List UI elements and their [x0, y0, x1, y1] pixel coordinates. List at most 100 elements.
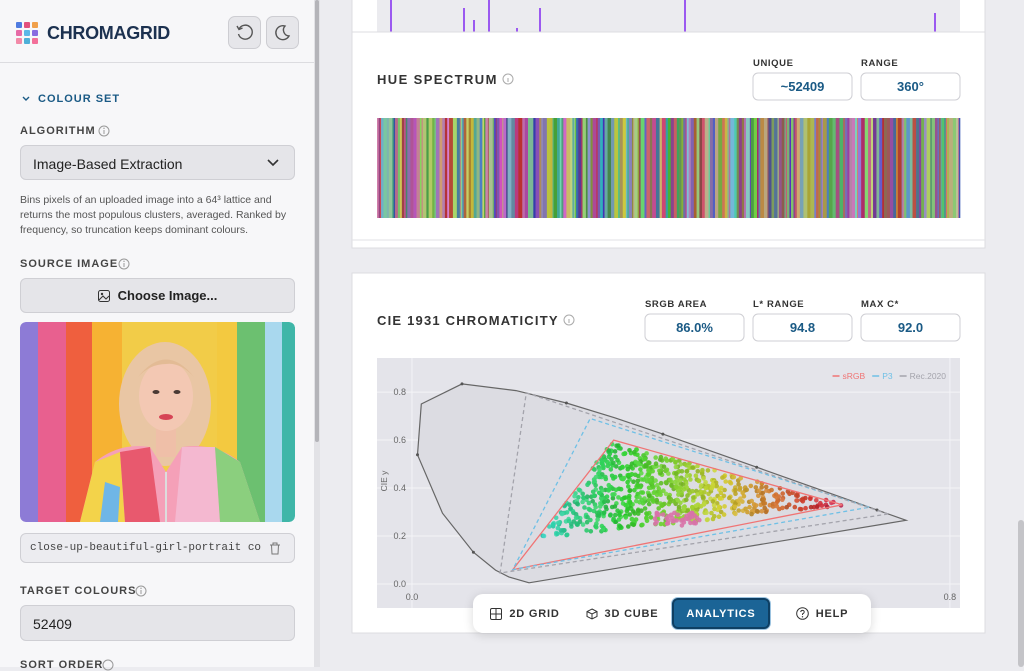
- spectrum-stripe: [576, 118, 579, 218]
- spectrum-stripe: [889, 118, 894, 218]
- colour-dot: [763, 509, 769, 515]
- spectrum-stripe: [712, 118, 716, 218]
- theme-button[interactable]: [266, 16, 299, 49]
- spectrum-stripe: [514, 118, 519, 218]
- colour-dot: [626, 524, 631, 529]
- info-icon[interactable]: [102, 659, 114, 671]
- colour-dot: [606, 482, 612, 488]
- colour-dot: [584, 519, 590, 525]
- colour-dot: [619, 497, 625, 502]
- colour-dot: [656, 506, 661, 511]
- colour-dot: [591, 493, 597, 499]
- colour-dot: [684, 463, 689, 468]
- target-input[interactable]: 52409: [20, 605, 295, 641]
- colour-dot: [595, 517, 600, 522]
- algorithm-select[interactable]: Image-Based Extraction: [20, 145, 295, 180]
- spectrum-stripe: [857, 118, 862, 218]
- spectrum-stripe: [722, 118, 726, 218]
- colour-dot: [599, 523, 605, 529]
- colour-dot: [718, 485, 724, 491]
- colour-dot: [737, 485, 743, 491]
- nav-item[interactable]: 2D GRID: [485, 598, 565, 629]
- colour-dot: [668, 477, 673, 483]
- spectrum-stripe: [777, 118, 780, 218]
- bottom-nav: 2D GRID 3D CUBE ANALYTICS HELP: [473, 594, 871, 633]
- colour-dot: [618, 486, 624, 492]
- colour-dot: [694, 515, 700, 520]
- colour-dot: [651, 485, 656, 490]
- spectrum-stripe: [821, 118, 824, 218]
- spectrum-stripe: [413, 118, 417, 218]
- spectrum-stripe: [730, 118, 735, 218]
- spectrum-stripe: [789, 118, 792, 218]
- colour-dot: [679, 469, 685, 474]
- colour-dot: [562, 528, 567, 533]
- colour-dot: [695, 492, 700, 497]
- info-icon[interactable]: [135, 585, 147, 597]
- colour-dot: [740, 490, 745, 496]
- stat-box: [752, 313, 853, 342]
- colour-dot: [664, 458, 670, 463]
- colour-dot: [794, 493, 799, 498]
- colour-dot: [635, 483, 641, 488]
- colour-dot: [700, 467, 705, 473]
- colour-dot: [627, 493, 632, 499]
- select-value: Image-Based Extraction: [33, 156, 183, 172]
- scrollbar-thumb[interactable]: [1018, 520, 1024, 667]
- colour-dot: [629, 471, 635, 477]
- spectrum-stripe: [633, 118, 635, 218]
- colour-dot: [666, 517, 671, 523]
- chevron: [267, 159, 279, 167]
- info-icon[interactable]: [502, 73, 514, 85]
- colour-dot: [637, 495, 642, 500]
- colour-dot: [651, 490, 657, 496]
- colour-dot: [691, 495, 696, 500]
- colour-dot: [641, 477, 646, 482]
- spectrum-stripe: [871, 118, 874, 218]
- colour-dot: [749, 511, 754, 517]
- spectrum-stripe: [600, 118, 604, 218]
- nav-item[interactable]: HELP: [787, 598, 857, 629]
- nav-item[interactable]: 3D CUBE: [582, 598, 662, 629]
- card-title: CIE 1931 CHROMATICITY: [377, 313, 559, 328]
- spectrum-stripe: [432, 118, 435, 218]
- info-icon[interactable]: [118, 258, 130, 270]
- colour-dot: [800, 499, 806, 504]
- y-tick-label: 0.6: [393, 435, 406, 445]
- scrollbar-thumb[interactable]: [315, 0, 319, 442]
- spectrum-stripe: [463, 118, 467, 218]
- spectrum-stripe: [785, 118, 788, 218]
- spectrum-stripe: [597, 118, 601, 218]
- colour-dot: [586, 500, 592, 506]
- spectrum-stripe: [511, 118, 516, 218]
- spectrum-stripe: [625, 118, 628, 218]
- choose-image-button[interactable]: Choose Image...: [20, 278, 295, 313]
- colour-dot: [640, 522, 645, 528]
- colour-dot: [657, 468, 662, 474]
- colour-dot: [681, 507, 686, 512]
- source-image: [20, 322, 295, 522]
- info-icon[interactable]: [98, 125, 110, 137]
- colour-dot: [720, 475, 725, 480]
- spectrum-stripe: [708, 118, 711, 218]
- colour-dot: [703, 480, 708, 485]
- legend-label: sRGB: [843, 371, 866, 381]
- reset-button[interactable]: [228, 16, 261, 49]
- colour-dot: [814, 498, 819, 503]
- nav-item[interactable]: ANALYTICS: [672, 598, 770, 629]
- info-icon[interactable]: [563, 314, 575, 326]
- colour-dot: [595, 513, 600, 518]
- colour-dot: [794, 498, 799, 503]
- colour-dot: [727, 479, 733, 485]
- colour-dot: [819, 503, 825, 508]
- colour-dot: [716, 514, 722, 519]
- filename: close-up-beautiful-girl-portrait co...: [30, 542, 262, 554]
- moon-icon: [275, 24, 291, 41]
- colour-dot: [639, 470, 644, 476]
- spectrum-stripe: [542, 118, 548, 218]
- spectrum-stripe: [559, 118, 562, 218]
- trash-icon[interactable]: [269, 542, 281, 555]
- section-header[interactable]: COLOUR SET: [38, 93, 121, 105]
- colour-dot: [607, 513, 613, 518]
- colour-dot: [613, 487, 619, 493]
